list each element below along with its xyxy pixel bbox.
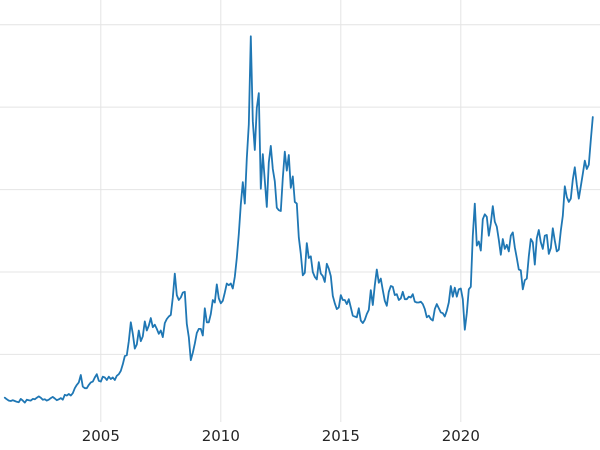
x-tick-label-2005: 2005 (82, 427, 120, 445)
x-tick-label-2020: 2020 (442, 427, 480, 445)
price-series-line (3, 35, 594, 404)
x-tick-label-2010: 2010 (202, 427, 240, 445)
x-tick-label-2015: 2015 (322, 427, 360, 445)
